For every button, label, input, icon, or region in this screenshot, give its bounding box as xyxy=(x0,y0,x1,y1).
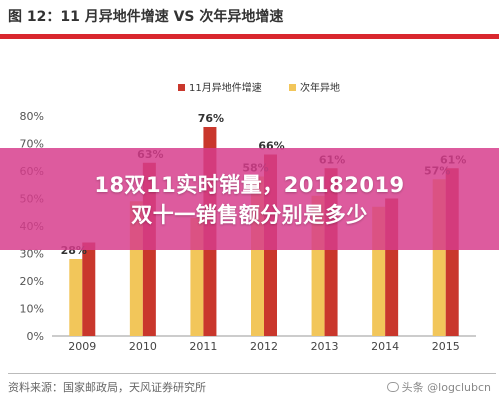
bar-series-2 xyxy=(69,259,83,336)
legend-swatch xyxy=(178,84,185,91)
headline-text: 18双11实时销量，20182019 双十一销售额分别是多少 xyxy=(0,170,499,230)
chat-bubble-icon xyxy=(386,382,399,392)
chart-legend: 11月异地件增速 次年异地 xyxy=(178,81,340,94)
y-tick-label: 20% xyxy=(20,275,44,288)
x-tick-label: 2010 xyxy=(129,340,157,353)
y-tick-label: 0% xyxy=(27,330,44,343)
x-axis: 2009 2010 2011 2012 2013 2014 2015 xyxy=(52,335,476,353)
watermark: 头条 @logclubcn xyxy=(386,379,491,395)
figure-title: 图 12：11 月异地件增速 VS 次年异地增速 xyxy=(8,9,284,25)
y-tick-label: 10% xyxy=(20,303,44,316)
bar-series-1 xyxy=(82,242,96,336)
legend-swatch xyxy=(289,84,296,91)
legend-label: 11月异地件增速 xyxy=(189,81,262,94)
source-note: 资料来源：国家邮政局，天风证券研究所 xyxy=(8,381,206,394)
headline-line-1: 18双11实时销量，20182019 xyxy=(94,173,405,197)
x-tick-label: 2009 xyxy=(68,340,96,353)
y-tick-label: 80% xyxy=(20,110,44,123)
y-tick-label: 30% xyxy=(20,248,44,261)
headline-line-2: 双十一销售额分别是多少 xyxy=(131,203,368,227)
x-tick-label: 2013 xyxy=(311,340,339,353)
title-rule xyxy=(0,34,499,39)
x-tick-label: 2011 xyxy=(189,340,217,353)
y-tick-label: 70% xyxy=(20,138,44,151)
source-rule xyxy=(8,373,496,374)
legend-label: 次年异地 xyxy=(300,81,340,94)
headline-overlay xyxy=(0,148,499,250)
x-tick-label: 2012 xyxy=(250,340,278,353)
x-tick-label: 2015 xyxy=(432,340,460,353)
watermark-text: 头条 @logclubcn xyxy=(401,381,491,394)
data-label: 76% xyxy=(198,112,224,125)
x-tick-label: 2014 xyxy=(371,340,399,353)
